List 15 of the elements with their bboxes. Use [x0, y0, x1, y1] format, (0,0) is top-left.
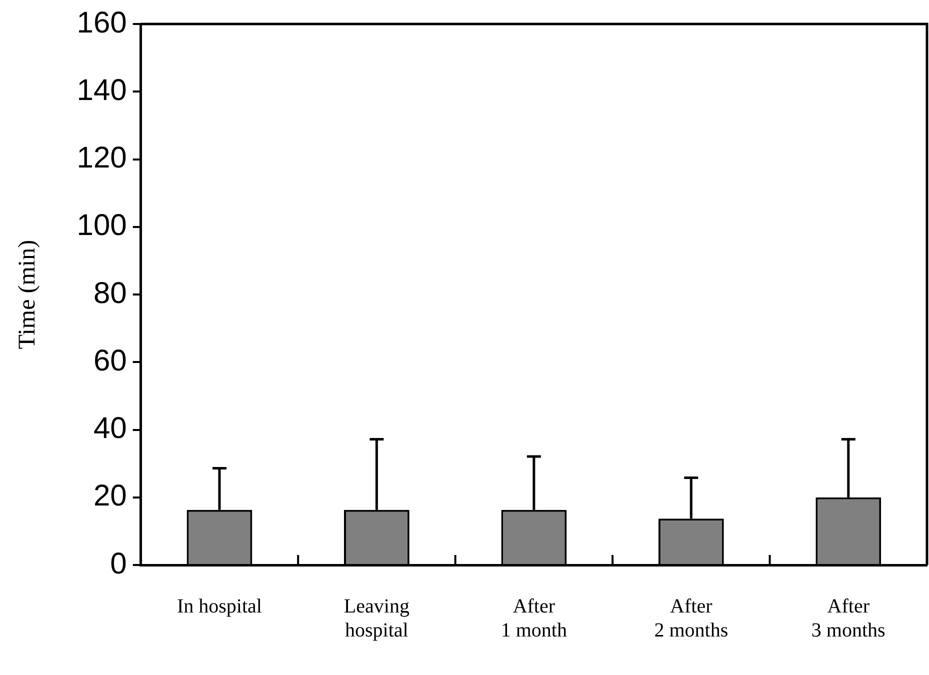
x-tick-label: Leaving hospital	[344, 595, 410, 642]
y-tick-label: 20	[93, 480, 127, 513]
y-tick-label: 160	[76, 6, 127, 40]
y-tick-label: 100	[76, 209, 127, 242]
y-tick-label: 80	[93, 276, 127, 310]
y-tick-label: 40	[93, 412, 127, 446]
y-axis-title: Time (min)	[14, 240, 41, 350]
x-tick-label: After 1 month	[500, 595, 567, 642]
x-tick-label: After 3 months	[811, 595, 886, 642]
y-tick-label: 140	[76, 74, 127, 107]
x-tick-label: In hospital	[176, 595, 262, 618]
y-tick-label: 0	[110, 547, 127, 580]
y-tick-label: 60	[93, 344, 127, 378]
x-tick-label: After 2 months	[654, 595, 728, 642]
y-tick-label: 120	[76, 142, 127, 175]
